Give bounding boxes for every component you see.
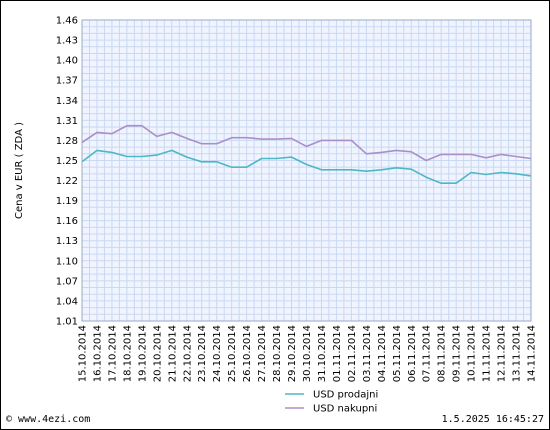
y-tick-label: 1.25 [56,156,78,167]
legend: USD prodajni USD nakupni [285,390,378,415]
plot-border [81,19,532,322]
y-tick-label: 1.31 [56,116,78,127]
x-axis-ticks: 15.10.2014 16.10.2014 17.10.2014 18.10.2014… [78,325,538,382]
x-tick-label: 28.10.2014 [272,325,283,382]
x-tick-label: 13.11.2014 [512,325,523,382]
x-tick-label: 08.11.2014 [437,325,448,382]
x-tick-label: 19.10.2014 [137,325,148,382]
y-tick-label: 1.28 [56,136,78,147]
x-tick-label: 20.10.2014 [152,325,163,382]
series-line [81,149,532,184]
y-tick-label: 1.22 [56,176,78,187]
x-tick-label: 22.10.2014 [182,325,193,382]
x-tick-label: 06.11.2014 [407,325,418,382]
timestamp-text: 1.5.2025 16:45:27 [441,414,544,425]
x-tick-label: 05.11.2014 [392,325,403,382]
x-tick-label: 27.10.2014 [257,325,268,382]
x-tick-label: 24.10.2014 [212,325,223,382]
x-tick-label: 18.10.2014 [122,325,133,382]
x-tick-label: 15.10.2014 [78,325,89,382]
legend-label: USD prodajni [313,390,378,401]
x-tick-label: 11.11.2014 [482,325,493,382]
x-tick-label: 10.11.2014 [467,325,478,382]
x-tick-label: 16.10.2014 [92,325,103,382]
x-tick-label: 04.11.2014 [377,325,388,382]
x-tick-label: 01.11.2014 [332,325,343,382]
copyright-text: © www.4ezi.com [6,414,91,425]
x-tick-label: 03.11.2014 [362,325,373,382]
x-tick-label: 12.11.2014 [497,325,508,382]
y-tick-label: 1.37 [56,76,78,87]
y-tick-label: 1.16 [56,216,78,227]
x-tick-label: 21.10.2014 [167,325,178,382]
x-tick-label: 30.10.2014 [302,325,313,382]
x-tick-label: 17.10.2014 [107,325,118,382]
y-tick-label: 1.01 [56,317,78,328]
x-tick-label: 14.11.2014 [527,325,538,382]
x-tick-label: 31.10.2014 [317,325,328,382]
grid [81,19,532,322]
y-tick-label: 1.07 [56,276,78,287]
y-tick-label: 1.34 [56,96,78,107]
y-tick-label: 1.19 [56,196,78,207]
x-tick-label: 07.11.2014 [422,325,433,382]
y-tick-label: 1.10 [56,256,78,267]
x-tick-label: 25.10.2014 [227,325,238,382]
y-tick-label: 1.13 [56,236,78,247]
legend-label: USD nakupni [313,404,377,415]
y-tick-label: 1.46 [56,16,78,27]
y-tick-label: 1.04 [56,296,78,307]
y-tick-label: 1.43 [56,36,78,47]
x-tick-label: 23.10.2014 [197,325,208,382]
y-axis-label: Cena v EUR ( ZDA ) [14,122,25,219]
series-lines [81,124,532,184]
x-tick-label: 29.10.2014 [287,325,298,382]
x-tick-label: 02.11.2014 [347,325,358,382]
series-line [81,124,532,162]
y-axis-ticks: 1.46 1.43 1.40 1.37 1.34 1.31 1.28 1.25 1.22 1.19… [56,16,78,328]
x-tick-label: 26.10.2014 [242,325,253,382]
x-tick-label: 09.11.2014 [452,325,463,382]
y-tick-label: 1.40 [56,56,78,67]
